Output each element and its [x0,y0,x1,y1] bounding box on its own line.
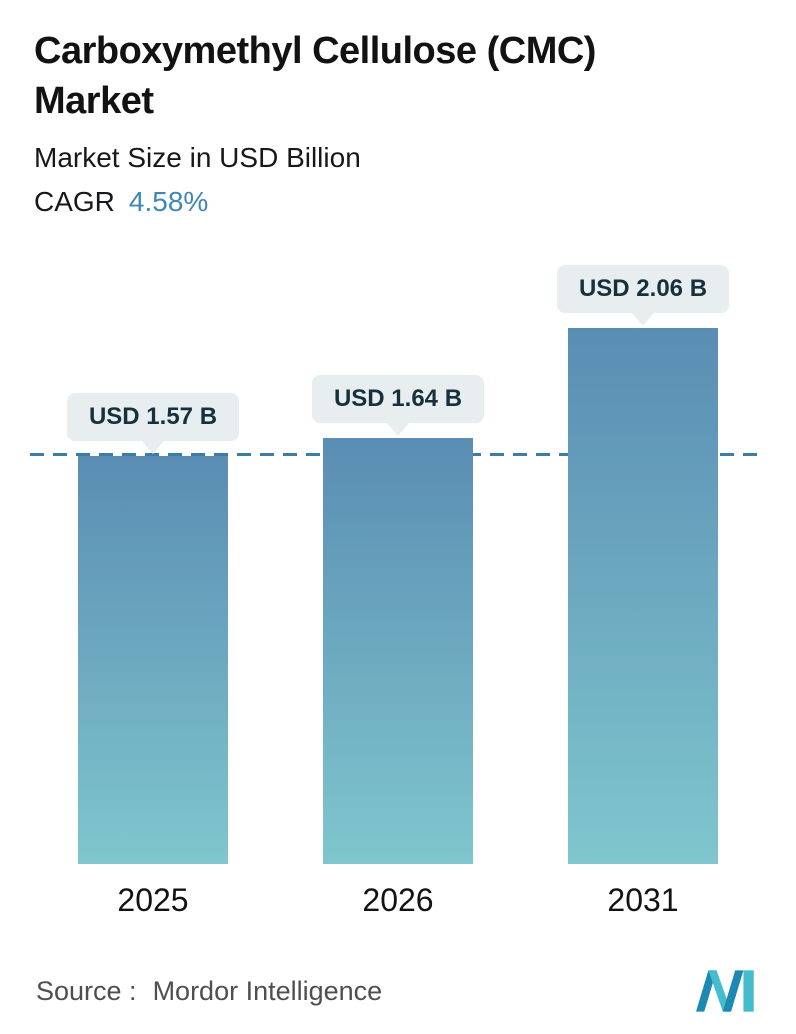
source-value: Mordor Intelligence [152,975,383,1006]
mordor-intelligence-logo [696,970,754,1012]
value-label-badge-2025: USD 1.57 B [66,393,240,442]
badge-pointer-icon [632,313,654,327]
bar-2026 [323,438,473,865]
badge-pointer-icon [387,423,409,437]
x-axis-label-2031: 2031 [607,882,679,919]
source-label: Source : [36,975,137,1006]
bar-chart: USD 1.57 B USD 1.64 B USD 2.06 B 2025 20… [30,264,766,919]
chart-page: Carboxymethyl Cellulose (CMC) Market Mar… [0,0,796,1012]
chart-subtitle: Market Size in USD Billion [34,142,361,174]
bar-group-2026: USD 1.64 B [311,375,485,865]
bar-2031 [568,328,718,865]
cagr-value: 4.58% [128,186,209,218]
bar-group-2025: USD 1.57 B [66,393,240,865]
page-title: Carboxymethyl Cellulose (CMC) Market [34,30,596,123]
x-axis-label-2026: 2026 [362,882,434,919]
cagr-label: CAGR [34,186,115,218]
x-axis-labels: 2025 2026 2031 [30,882,766,919]
value-label-badge-2031: USD 2.06 B [556,265,730,314]
cagr-row: CAGR 4.58% [34,186,760,218]
badge-pointer-icon [142,441,164,455]
bar-2025 [78,456,228,865]
source-attribution: Source : Mordor Intelligence [36,976,382,1007]
bars-area: USD 1.57 B USD 1.64 B USD 2.06 B [30,264,766,865]
chart-footer: Source : Mordor Intelligence [36,970,762,1012]
x-axis-label-2025: 2025 [117,882,189,919]
bar-group-2031: USD 2.06 B [556,265,730,865]
value-label-badge-2026: USD 1.64 B [311,375,485,424]
chart-header: Carboxymethyl Cellulose (CMC) Market Mar… [0,0,796,218]
